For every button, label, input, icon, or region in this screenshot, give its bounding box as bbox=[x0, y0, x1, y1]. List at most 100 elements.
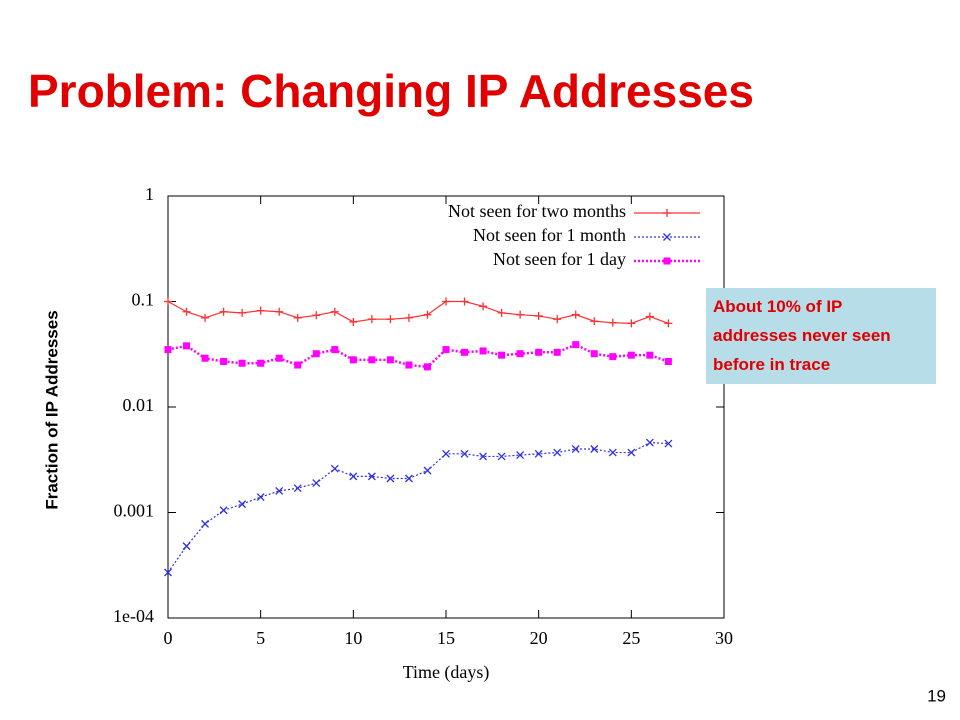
marker bbox=[627, 351, 635, 359]
marker bbox=[219, 307, 228, 316]
x-tick-label: 15 bbox=[437, 628, 455, 648]
marker bbox=[349, 356, 357, 364]
marker bbox=[367, 315, 376, 324]
marker bbox=[553, 315, 562, 324]
marker bbox=[516, 451, 525, 460]
x-tick-label: 25 bbox=[622, 628, 640, 648]
marker bbox=[275, 354, 283, 362]
y-tick-label: 0.001 bbox=[114, 501, 155, 521]
marker bbox=[386, 474, 395, 483]
marker bbox=[294, 361, 302, 369]
marker bbox=[404, 474, 413, 483]
y-tick-label: 1 bbox=[145, 184, 154, 204]
marker bbox=[645, 438, 654, 447]
marker bbox=[646, 351, 654, 359]
marker bbox=[330, 307, 339, 316]
marker bbox=[423, 363, 431, 371]
marker bbox=[312, 311, 321, 320]
marker bbox=[219, 506, 228, 515]
marker bbox=[238, 308, 247, 317]
marker bbox=[349, 317, 358, 326]
y-tick-label: 0.1 bbox=[132, 290, 155, 310]
marker bbox=[442, 449, 450, 458]
marker bbox=[479, 302, 488, 311]
marker bbox=[331, 346, 339, 354]
marker bbox=[367, 472, 376, 481]
marker bbox=[201, 354, 209, 362]
marker bbox=[497, 308, 506, 317]
marker bbox=[534, 311, 543, 320]
marker bbox=[442, 346, 450, 354]
marker bbox=[590, 317, 599, 326]
marker bbox=[349, 472, 358, 481]
y-tick-label: 0.01 bbox=[123, 395, 155, 415]
marker bbox=[404, 313, 413, 322]
marker bbox=[590, 350, 598, 358]
legend-label: Not seen for two months bbox=[448, 201, 626, 221]
legend-marker bbox=[663, 257, 671, 265]
series-line bbox=[167, 343, 669, 369]
marker bbox=[571, 445, 580, 453]
marker bbox=[164, 297, 172, 306]
marker bbox=[627, 448, 636, 457]
marker bbox=[609, 353, 617, 361]
marker bbox=[182, 542, 191, 551]
marker bbox=[553, 448, 562, 457]
x-tick-label: 0 bbox=[164, 628, 173, 648]
legend-marker bbox=[663, 209, 671, 217]
legend-marker bbox=[663, 233, 671, 241]
marker bbox=[516, 350, 524, 358]
marker bbox=[256, 306, 265, 315]
marker bbox=[627, 319, 636, 328]
marker bbox=[238, 359, 246, 367]
marker bbox=[220, 357, 228, 365]
marker bbox=[423, 466, 432, 475]
marker bbox=[608, 318, 617, 327]
marker bbox=[257, 359, 265, 367]
marker bbox=[386, 315, 395, 324]
y-axis-label: Fraction of IP Addresses bbox=[42, 310, 61, 509]
legend-label: Not seen for 1 day bbox=[493, 249, 626, 269]
x-axis-label: Time (days) bbox=[403, 662, 490, 683]
plot-frame bbox=[167, 195, 725, 619]
slide-title: Problem: Changing IP Addresses bbox=[28, 65, 754, 117]
marker bbox=[312, 479, 321, 488]
marker bbox=[498, 351, 506, 359]
marker bbox=[256, 493, 265, 502]
annotation: About 10% of IP addresses never seen bef… bbox=[706, 288, 936, 384]
marker bbox=[201, 519, 210, 528]
x-tick-label: 30 bbox=[715, 628, 733, 648]
marker bbox=[182, 307, 191, 316]
marker bbox=[460, 449, 469, 458]
marker bbox=[275, 307, 284, 316]
marker bbox=[553, 348, 561, 356]
series-line bbox=[167, 441, 669, 573]
marker bbox=[293, 484, 302, 493]
marker bbox=[293, 313, 302, 322]
marker bbox=[423, 310, 432, 319]
series-line bbox=[167, 300, 669, 325]
marker bbox=[479, 452, 488, 461]
marker bbox=[442, 297, 450, 306]
marker bbox=[368, 356, 376, 364]
marker bbox=[164, 346, 172, 354]
marker bbox=[201, 313, 210, 322]
marker bbox=[664, 357, 672, 365]
marker bbox=[405, 361, 413, 369]
marker bbox=[238, 500, 247, 509]
marker bbox=[275, 487, 284, 495]
marker bbox=[497, 452, 506, 461]
marker bbox=[608, 448, 617, 457]
marker bbox=[534, 449, 543, 458]
x-tick-label: 20 bbox=[530, 628, 548, 648]
page-number: 19 bbox=[927, 686, 946, 705]
marker bbox=[571, 310, 580, 319]
marker bbox=[312, 350, 320, 358]
marker bbox=[590, 445, 599, 453]
marker bbox=[516, 310, 525, 319]
marker bbox=[164, 568, 172, 577]
marker bbox=[330, 464, 339, 473]
marker bbox=[645, 312, 654, 321]
